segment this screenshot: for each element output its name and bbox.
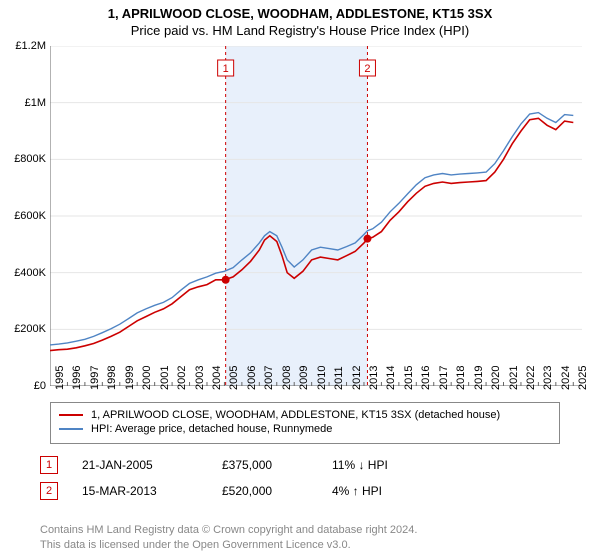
footer-line1: Contains HM Land Registry data © Crown c… <box>40 523 417 537</box>
x-tick-label: 2003 <box>194 366 206 390</box>
legend-item-hpi: HPI: Average price, detached house, Runn… <box>59 423 551 435</box>
event-price: £520,000 <box>222 484 332 498</box>
svg-text:2: 2 <box>364 63 370 75</box>
x-tick-label: 2010 <box>316 366 328 390</box>
legend: 1, APRILWOOD CLOSE, WOODHAM, ADDLESTONE,… <box>50 402 560 444</box>
x-tick-label: 2012 <box>351 366 363 390</box>
x-tick-label: 1999 <box>124 366 136 390</box>
x-tick-label: 2016 <box>420 366 432 390</box>
x-tick-label: 2023 <box>542 366 554 390</box>
event-badge: 2 <box>40 482 58 500</box>
x-tick-label: 2007 <box>263 366 275 390</box>
footer-line2: This data is licensed under the Open Gov… <box>40 538 417 552</box>
x-tick-label: 2008 <box>281 366 293 390</box>
event-delta: 4% ↑ HPI <box>332 484 452 498</box>
x-tick-label: 2004 <box>211 366 223 390</box>
x-tick-label: 2018 <box>455 366 467 390</box>
x-tick-label: 2024 <box>560 366 572 390</box>
x-tick-label: 2021 <box>508 366 520 390</box>
x-tick-label: 2025 <box>577 366 589 390</box>
x-tick-label: 2006 <box>246 366 258 390</box>
chart-title-line1: 1, APRILWOOD CLOSE, WOODHAM, ADDLESTONE,… <box>0 6 600 21</box>
legend-item-property: 1, APRILWOOD CLOSE, WOODHAM, ADDLESTONE,… <box>59 409 551 421</box>
event-price: £375,000 <box>222 458 332 472</box>
x-tick-label: 1998 <box>106 366 118 390</box>
y-axis: £0£200K£400K£600K£800K£1M£1.2M <box>2 46 46 386</box>
x-tick-label: 2017 <box>438 366 450 390</box>
footer: Contains HM Land Registry data © Crown c… <box>40 523 417 552</box>
line-chart: 12 <box>50 46 582 386</box>
x-tick-label: 1995 <box>54 366 66 390</box>
event-date: 15-MAR-2013 <box>82 484 222 498</box>
event-delta: 11% ↓ HPI <box>332 458 452 472</box>
x-tick-label: 1997 <box>89 366 101 390</box>
y-tick-label: £0 <box>2 380 46 392</box>
svg-text:1: 1 <box>223 63 229 75</box>
legend-swatch-property <box>59 414 83 416</box>
legend-swatch-hpi <box>59 428 83 430</box>
y-tick-label: £1.2M <box>2 40 46 52</box>
y-tick-label: £400K <box>2 267 46 279</box>
x-tick-label: 2019 <box>473 366 485 390</box>
event-row: 2 15-MAR-2013£520,0004% ↑ HPI <box>40 482 452 500</box>
y-tick-label: £200K <box>2 323 46 335</box>
y-tick-label: £600K <box>2 210 46 222</box>
x-tick-label: 2009 <box>298 366 310 390</box>
x-tick-label: 2011 <box>333 366 345 390</box>
chart-title-line2: Price paid vs. HM Land Registry's House … <box>0 23 600 38</box>
chart-area: £0£200K£400K£600K£800K£1M£1.2M 12 <box>50 46 582 386</box>
x-tick-label: 2001 <box>159 366 171 390</box>
x-tick-label: 2014 <box>385 366 397 390</box>
x-tick-label: 2005 <box>228 366 240 390</box>
y-tick-label: £1M <box>2 97 46 109</box>
x-tick-label: 2013 <box>368 366 380 390</box>
legend-label-property: 1, APRILWOOD CLOSE, WOODHAM, ADDLESTONE,… <box>91 409 500 421</box>
y-tick-label: £800K <box>2 153 46 165</box>
event-row: 1 21-JAN-2005£375,00011% ↓ HPI <box>40 456 452 474</box>
x-tick-label: 1996 <box>71 366 83 390</box>
legend-label-hpi: HPI: Average price, detached house, Runn… <box>91 423 332 435</box>
event-table: 1 21-JAN-2005£375,00011% ↓ HPI 2 15-MAR-201… <box>40 448 452 500</box>
x-tick-label: 2015 <box>403 366 415 390</box>
event-date: 21-JAN-2005 <box>82 458 222 472</box>
x-tick-label: 2002 <box>176 366 188 390</box>
event-badge: 1 <box>40 456 58 474</box>
x-tick-label: 2020 <box>490 366 502 390</box>
x-tick-label: 2000 <box>141 366 153 390</box>
x-axis: 1995 1996 1997 1998 1999 2000 2001 2002 2003 2004… <box>50 356 582 398</box>
x-tick-label: 2022 <box>525 366 537 390</box>
